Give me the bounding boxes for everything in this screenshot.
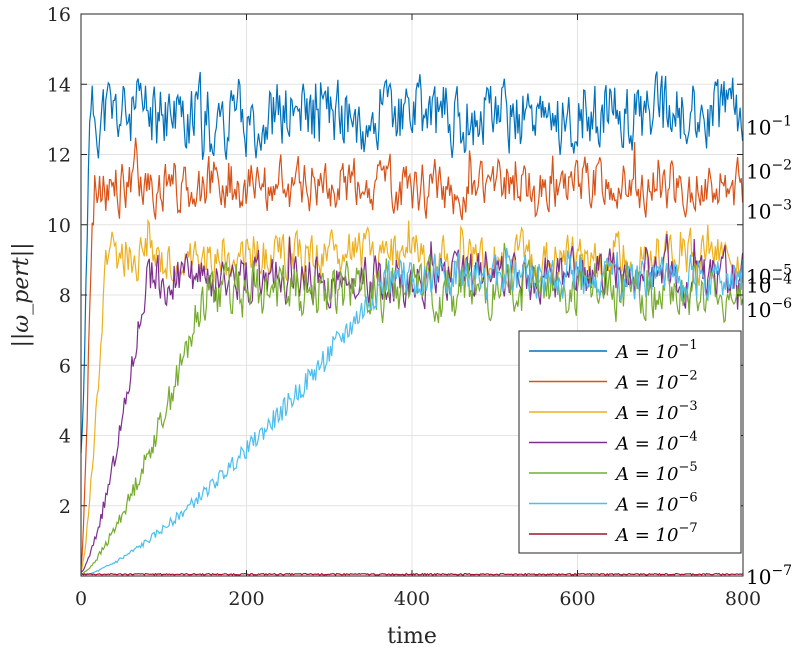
- x-tick-label: 400: [394, 588, 430, 610]
- right-series-label: 10−2: [746, 157, 792, 183]
- legend-entry: A = 10−5: [614, 460, 698, 485]
- ticks: 0 200 400 600 800 2 4 6 8 10 12 14 16: [47, 4, 761, 610]
- right-series-label: 10−5: [746, 263, 792, 289]
- right-series-label: 10−3: [746, 198, 792, 224]
- y-tick-label: 16: [47, 4, 71, 26]
- series-line: [80, 71, 744, 454]
- y-tick-label: 2: [59, 496, 71, 518]
- legend-entry: A = 10−7: [614, 521, 698, 546]
- y-tick-label: 6: [59, 355, 71, 377]
- legend-entry: A = 10−6: [614, 491, 698, 516]
- right-labels: 10−1 10−2 10−3 10−410−5 10−6 10−7: [746, 113, 792, 589]
- right-series-label: 10−6: [746, 296, 792, 322]
- y-tick-label: 4: [59, 426, 71, 448]
- legend-entry: A = 10−3: [614, 399, 698, 424]
- legend-entry: A = 10−2: [614, 369, 698, 394]
- y-tick-label: 10: [47, 215, 71, 237]
- x-tick-label: 600: [559, 588, 595, 610]
- series-line: [80, 137, 744, 570]
- y-tick-label: 14: [47, 74, 71, 96]
- legend-entry: A = 10−1: [614, 338, 698, 363]
- x-tick-label: 0: [75, 588, 87, 610]
- right-series-label: 10−7: [746, 563, 792, 589]
- y-tick-label: 12: [47, 145, 71, 167]
- series-lines: [80, 71, 744, 576]
- series-line: [80, 247, 744, 576]
- x-tick-label: 800: [725, 588, 761, 610]
- legend: A = 10−1 A = 10−2 A = 10−3 A = 10−4 A = 10−5…: [518, 330, 742, 554]
- right-series-label: 10−4: [746, 271, 792, 297]
- x-tick-label: 200: [228, 588, 264, 610]
- legend-entry: A = 10−4: [614, 430, 698, 455]
- x-axis-label: time: [387, 624, 437, 649]
- y-tick-label: 8: [59, 285, 71, 307]
- y-axis-label: ||ω_pert||: [9, 242, 34, 347]
- right-series-label: 10−1: [746, 113, 792, 139]
